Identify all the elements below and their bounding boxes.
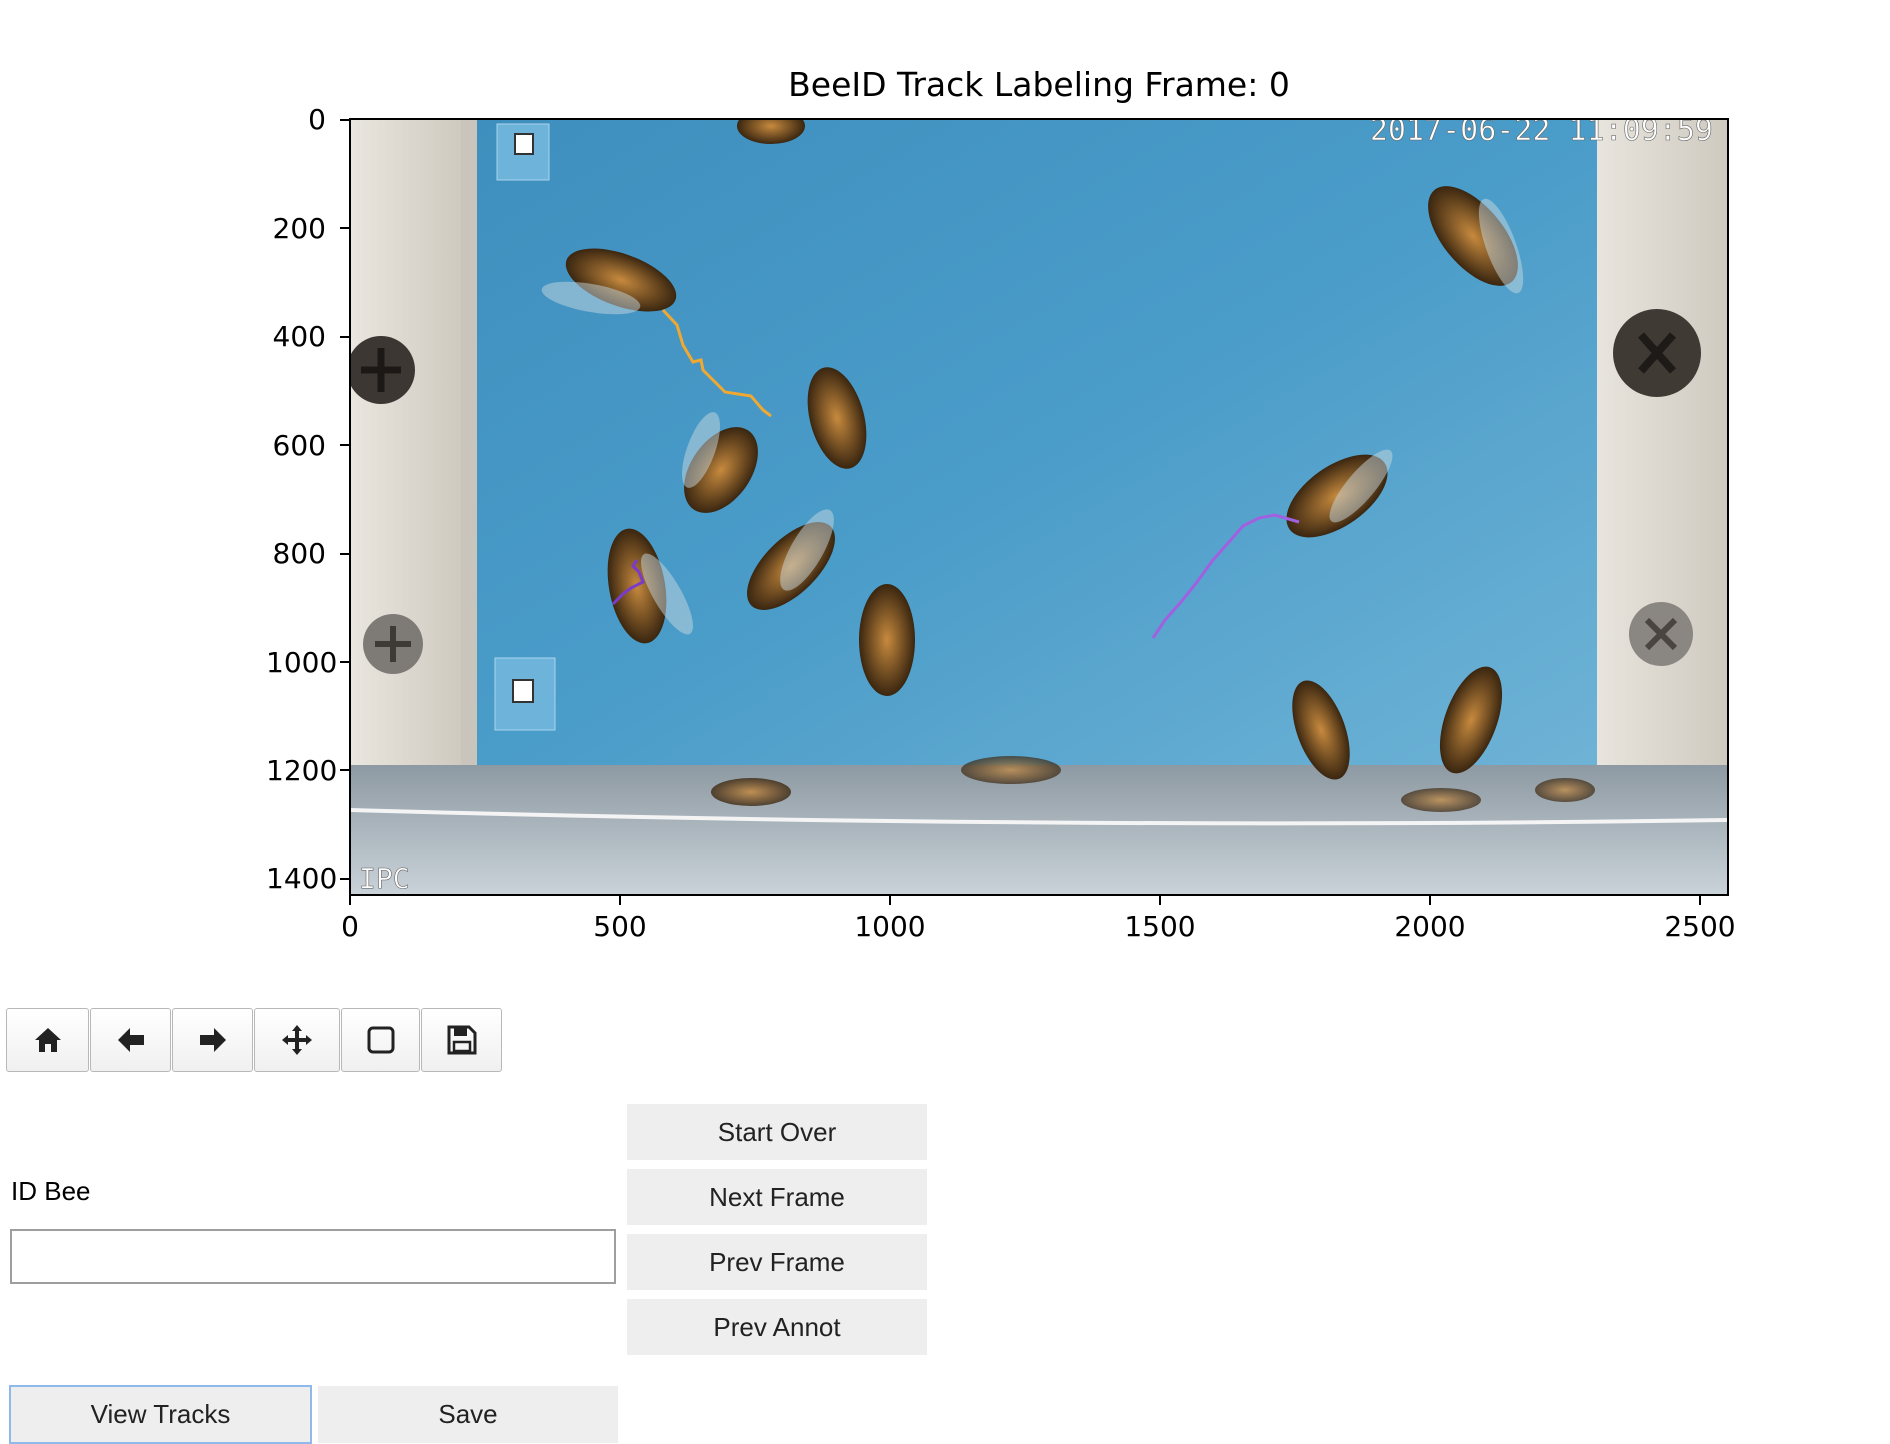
bee	[1292, 680, 1350, 780]
y-tick-label: 600	[272, 429, 326, 462]
frame-image-axes[interactable]: 2017-06-22 11:09:59 IPC	[349, 118, 1729, 896]
image-watermark: IPC	[359, 862, 410, 894]
home-icon	[34, 1028, 61, 1052]
zoom-rect-icon	[367, 1026, 394, 1054]
y-tick-label: 1000	[266, 646, 338, 679]
x-tick-label: 2000	[1394, 910, 1466, 943]
x-tick-mark	[619, 896, 621, 905]
x-tick-label: 0	[341, 910, 359, 943]
tag-marker	[514, 133, 534, 155]
id-bee-input[interactable]	[10, 1229, 616, 1284]
save-figure-button[interactable]	[421, 1008, 502, 1072]
bee	[1439, 666, 1503, 774]
screw-icon	[363, 614, 423, 674]
prev-annot-button[interactable]: Prev Annot	[627, 1299, 927, 1355]
x-tick-label: 500	[593, 910, 647, 943]
bee	[807, 367, 867, 469]
bee	[1428, 186, 1524, 294]
tag-marker	[512, 679, 534, 703]
bee	[711, 756, 1595, 812]
screw-icon	[1629, 602, 1693, 666]
screw-icon	[351, 336, 415, 404]
glass-strip	[351, 765, 1727, 894]
y-tick-label: 800	[272, 537, 326, 570]
x-tick-label: 2500	[1664, 910, 1736, 943]
y-tick-mark	[340, 661, 349, 663]
bee	[859, 584, 915, 696]
back-arrow-icon	[117, 1028, 144, 1052]
bee	[682, 412, 758, 513]
y-tick-label: 1400	[266, 862, 338, 895]
back-button[interactable]	[90, 1008, 171, 1072]
y-tick-label: 1200	[266, 754, 338, 787]
bee	[541, 248, 677, 315]
y-tick-mark	[340, 769, 349, 771]
id-bee-label: ID Bee	[11, 1176, 91, 1206]
y-tick-mark	[340, 444, 349, 446]
pan-button[interactable]	[254, 1008, 340, 1072]
y-tick-mark	[340, 227, 349, 229]
bee	[747, 509, 835, 610]
x-tick-mark	[349, 896, 351, 905]
track-line-purple	[1151, 513, 1300, 639]
forward-button[interactable]	[172, 1008, 253, 1072]
blue-board	[477, 120, 1597, 770]
hive-frame-image: 2017-06-22 11:09:59 IPC	[351, 120, 1727, 894]
screw-icon	[1613, 309, 1701, 397]
prev-frame-button[interactable]: Prev Frame	[627, 1234, 927, 1290]
x-tick-mark	[1699, 896, 1701, 905]
x-tick-label: 1000	[854, 910, 926, 943]
figure: BeeID Track Labeling Frame: 0 0 200 400 …	[266, 65, 1736, 943]
y-tick-mark	[340, 336, 349, 338]
y-tick-mark	[340, 878, 349, 880]
bee	[737, 120, 805, 144]
zoom-rect-button[interactable]	[341, 1008, 420, 1072]
x-tick-mark	[1429, 896, 1431, 905]
y-tick-label: 200	[272, 212, 326, 245]
track-line-violet	[611, 559, 645, 606]
forward-arrow-icon	[199, 1028, 226, 1052]
pan-icon	[282, 1025, 312, 1055]
x-tick-mark	[889, 896, 891, 905]
start-over-button[interactable]: Start Over	[627, 1104, 927, 1160]
save-icon	[447, 1025, 476, 1055]
y-tick-mark	[340, 553, 349, 555]
image-timestamp: 2017-06-22 11:09:59	[1370, 120, 1713, 148]
plot-title: BeeID Track Labeling Frame: 0	[788, 65, 1290, 104]
next-frame-button[interactable]: Next Frame	[627, 1169, 927, 1225]
y-tick-label: 0	[308, 103, 326, 136]
home-button[interactable]	[6, 1008, 89, 1072]
x-tick-mark	[1159, 896, 1161, 905]
save-button[interactable]: Save	[318, 1386, 618, 1443]
view-tracks-button[interactable]: View Tracks	[9, 1385, 312, 1444]
bee	[1286, 449, 1393, 538]
y-tick-label: 400	[272, 320, 326, 353]
track-line-orange	[661, 308, 772, 418]
y-tick-mark	[340, 119, 349, 121]
x-tick-label: 1500	[1124, 910, 1196, 943]
plot-toolbar	[6, 1008, 503, 1072]
glass-reflection	[351, 808, 1727, 826]
